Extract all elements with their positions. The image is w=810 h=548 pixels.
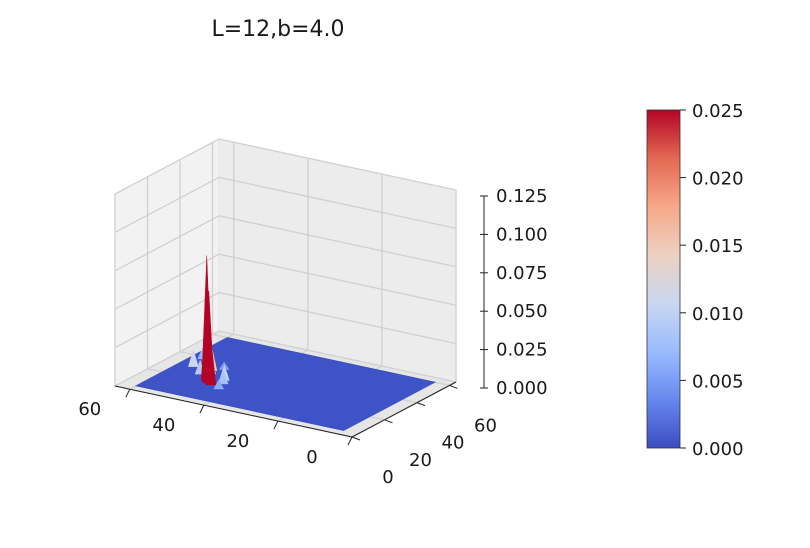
colorbar-tick-label: 0.025	[692, 101, 744, 122]
z-tick-label: 0.000	[496, 378, 548, 399]
surface-mesh-line	[188, 348, 280, 398]
surface-peak	[217, 370, 229, 385]
y-tick-mark	[416, 402, 426, 407]
x-axis-line	[114, 385, 353, 438]
y-tick-label: 60	[474, 415, 497, 436]
surface-mesh-line	[205, 352, 297, 401]
gridline-z	[114, 138, 457, 195]
surface-mesh-line	[222, 355, 314, 405]
x-tick-label: 60	[78, 399, 101, 420]
z-tick-label: 0.050	[496, 301, 548, 322]
x-tick-label: 0	[306, 447, 317, 468]
y-tick-label: 40	[442, 433, 465, 454]
y-axis-line	[351, 381, 457, 438]
colorbar-tick-label: 0.020	[692, 169, 744, 190]
surface-mesh-line	[257, 363, 349, 413]
colorbar: 0.000 0.005 0.010 0.015 0.020 0.025	[646, 101, 744, 460]
z-tick-label: 0.100	[496, 224, 548, 245]
gridline-z	[114, 215, 457, 272]
x-tick-label: 20	[226, 431, 249, 452]
colorbar-tick-label: 0.015	[692, 236, 744, 257]
surface-mesh-line	[343, 381, 435, 431]
z-tick-label: 0.025	[496, 340, 548, 361]
colorbar-tick-label: 0.000	[692, 439, 744, 460]
y-tick-mark	[384, 419, 393, 424]
colorbar-tick-label: 0.005	[692, 371, 744, 392]
gridline-z	[114, 253, 457, 310]
x-tick-mark	[125, 388, 131, 398]
surface-mesh-line	[291, 370, 383, 420]
surface-mesh-line	[274, 367, 366, 416]
surface-peaks	[188, 255, 230, 390]
y-tick-label: 20	[409, 450, 432, 471]
colorbar-tick-label: 0.010	[692, 304, 744, 325]
gridline-z	[114, 330, 457, 387]
x-tick-mark	[199, 404, 205, 414]
y-tick-label: 0	[382, 467, 393, 488]
surface-mesh-line	[326, 378, 418, 427]
z-tick-label: 0.125	[496, 186, 548, 207]
surface-mesh-line	[308, 374, 401, 424]
y-tick-mark	[449, 384, 458, 389]
x-tick-label: 40	[152, 415, 175, 436]
gridline-z	[114, 176, 457, 233]
z-tick-label: 0.075	[496, 263, 548, 284]
surface-peak	[188, 348, 199, 367]
y-tick-mark	[351, 436, 361, 441]
gridline-z	[114, 291, 457, 349]
surface-peak	[205, 338, 217, 386]
chart-title: L=12,b=4.0	[211, 17, 344, 42]
x-tick-mark	[347, 436, 353, 446]
axis-ticks: 0 20 40 60 0 20 40 60 0.000 0.025 0.050 0.075 0.100 0…	[78, 186, 547, 488]
colorbar-bar	[646, 109, 681, 449]
surface-mesh-line	[136, 337, 228, 387]
surface-peak	[213, 379, 225, 390]
surface-mesh-line	[239, 359, 332, 409]
x-tick-mark	[273, 420, 279, 430]
